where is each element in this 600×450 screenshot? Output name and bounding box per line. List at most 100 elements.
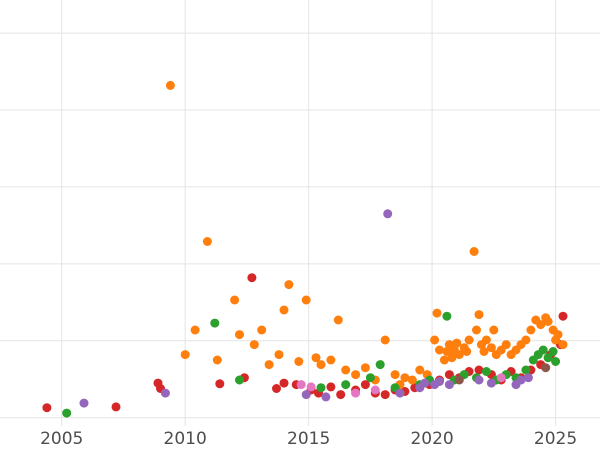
data-point-orange [294, 357, 304, 366]
x-axis: 2005 2010 2015 2020 2025 [0, 428, 600, 450]
data-point-green [538, 345, 548, 355]
gridlines [0, 0, 600, 426]
data-point-red [42, 403, 52, 413]
data-point-orange [501, 340, 511, 350]
data-point-green [481, 367, 491, 376]
data-point-orange [415, 365, 425, 375]
data-point-pink [496, 373, 506, 383]
data-point-orange [333, 315, 343, 325]
data-point-orange [481, 335, 491, 345]
data-point-red [360, 380, 370, 390]
data-point-orange [469, 247, 479, 256]
data-point-orange [202, 237, 212, 246]
data-point-orange [311, 353, 321, 363]
data-point-orange [390, 370, 400, 380]
data-point-orange [432, 308, 442, 318]
data-point-purple [523, 373, 533, 383]
data-point-orange [274, 350, 284, 360]
data-point-green [551, 357, 561, 366]
data-point-green [442, 311, 452, 321]
scatter-plot-canvas [0, 0, 600, 426]
data-point-red [111, 402, 121, 412]
data-point-red [215, 379, 225, 389]
data-point-orange [536, 320, 546, 330]
data-point-orange [454, 350, 464, 360]
data-point-orange [464, 335, 474, 345]
data-point-orange [430, 335, 440, 345]
data-point-orange [165, 80, 175, 90]
data-point-purple [516, 375, 526, 385]
data-point-green [210, 318, 220, 328]
data-point-purple [486, 378, 496, 388]
data-point-orange [472, 325, 481, 335]
data-point-orange [180, 350, 190, 360]
data-point-orange [526, 325, 536, 335]
data-point-orange [235, 330, 244, 340]
data-point-orange [279, 305, 289, 315]
data-point-orange [301, 295, 311, 305]
data-point-orange [360, 363, 370, 373]
data-point-red [326, 382, 336, 392]
data-point-orange [435, 345, 444, 355]
x-tick-label: 2015 [287, 429, 331, 449]
data-point-purple [395, 388, 405, 398]
data-point-purple [383, 209, 393, 219]
data-point-red [558, 311, 568, 321]
data-point-orange [326, 355, 336, 365]
data-point-orange [452, 338, 462, 348]
x-tick-label: 2005 [40, 429, 84, 449]
data-point-purple [420, 378, 430, 388]
data-point-red [336, 390, 346, 400]
data-point-green [62, 408, 72, 418]
data-point-orange [486, 343, 496, 353]
data-point-orange [558, 340, 568, 350]
data-point-orange [439, 355, 449, 365]
data-point-red [247, 273, 257, 283]
data-point-orange [521, 335, 531, 345]
data-point-orange [212, 355, 222, 365]
data-point-orange [341, 365, 351, 375]
data-point-green [316, 383, 326, 393]
data-point-orange [442, 347, 452, 356]
data-point-orange [190, 325, 200, 335]
data-points [42, 80, 568, 418]
x-tick-label: 2025 [533, 429, 578, 449]
data-point-orange [489, 325, 499, 335]
data-point-orange [264, 360, 274, 370]
data-point-orange [474, 310, 484, 320]
data-point-orange [284, 280, 294, 290]
data-point-red [474, 365, 484, 375]
data-point-green [375, 360, 385, 370]
data-point-purple [321, 392, 331, 402]
data-point-orange [462, 347, 472, 356]
data-point-orange [257, 325, 267, 335]
data-point-pink [296, 380, 306, 390]
x-tick-label: 2020 [410, 429, 454, 449]
x-tick-label: 2010 [163, 429, 207, 449]
data-point-purple [79, 398, 89, 408]
data-point-orange [351, 370, 361, 380]
data-point-red [279, 378, 289, 388]
data-point-brown [541, 363, 551, 373]
data-point-orange [407, 375, 417, 385]
data-point-orange [249, 340, 259, 350]
data-point-orange [400, 373, 410, 383]
data-point-purple [474, 375, 484, 385]
data-point-orange [230, 295, 240, 305]
data-point-green [543, 353, 553, 363]
data-point-green [341, 380, 351, 390]
data-point-green [548, 347, 558, 356]
data-point-purple [160, 388, 170, 398]
data-point-orange [380, 335, 390, 345]
data-point-red [272, 384, 281, 393]
data-point-purple [444, 380, 454, 390]
data-point-green [521, 365, 531, 375]
data-point-purple [301, 390, 311, 400]
data-point-brown [454, 375, 464, 385]
data-point-orange [553, 330, 563, 340]
data-point-pink [306, 382, 316, 392]
data-point-purple [435, 377, 444, 386]
data-point-pink [351, 388, 361, 398]
data-point-orange [447, 353, 457, 363]
